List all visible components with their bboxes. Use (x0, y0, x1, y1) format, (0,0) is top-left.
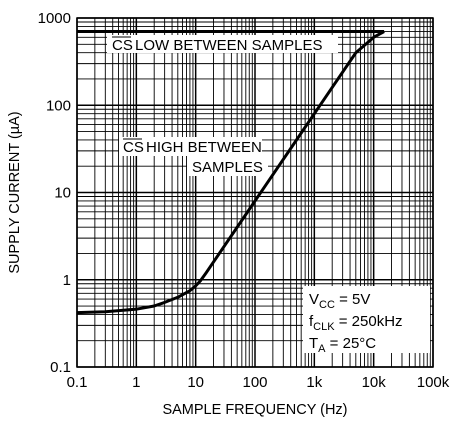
vcc-sub: CC (319, 299, 335, 311)
cs-low-cs-symbol: CS (112, 37, 133, 54)
cs-high-cs-symbol: CS (123, 139, 144, 156)
cs-low-annotation: CS LOW BETWEEN SAMPLES (107, 35, 338, 54)
fclk-rest: = 250kHz (335, 313, 403, 330)
cs-high-annotation: CS HIGH BETWEEN SAMPLES (119, 137, 268, 176)
y-tick-label: 1000 (38, 10, 71, 27)
y-tick-labels: 0.1 1 10 100 1000 (38, 10, 71, 376)
x-axis-label: SAMPLE FREQUENCY (Hz) (162, 402, 347, 418)
y-tick-label: 1 (63, 272, 71, 289)
series-line-cs-high (76, 30, 385, 315)
fclk-main: f (309, 313, 314, 330)
y-tick-label: 10 (54, 185, 71, 202)
cs-high-label-bg-2 (187, 156, 268, 176)
x-tick-label: 10k (362, 374, 387, 391)
cs-low-label-bg (107, 35, 338, 53)
vcc-rest: = 5V (335, 291, 370, 308)
x-tick-labels: 0.1 1 10 100 1k 10k 100k (67, 374, 450, 391)
ta-rest: = 25°C (326, 335, 377, 352)
ta-main: T (309, 335, 318, 352)
y-tick-label: 100 (46, 97, 71, 114)
fclk-sub: CLK (313, 321, 335, 333)
vcc-main: V (309, 291, 319, 308)
x-tick-label: 0.1 (67, 374, 88, 391)
condition-fclk: fCLK = 250kHz (309, 313, 403, 333)
x-tick-label: 100k (417, 374, 450, 391)
x-tick-label: 100 (242, 374, 267, 391)
cs-high-label-bg-1 (119, 137, 262, 156)
condition-ta: TA = 25°C (309, 335, 376, 355)
cs-low-label: LOW BETWEEN SAMPLES (135, 37, 323, 54)
ta-sub: A (318, 343, 326, 355)
x-tick-label: 1 (132, 374, 140, 391)
cs-high-label-line1: HIGH BETWEEN (146, 139, 262, 156)
y-axis-label: SUPPLY CURRENT (µA) (7, 111, 23, 273)
y-tick-label: 0.1 (50, 359, 71, 376)
x-tick-label: 1k (306, 374, 322, 391)
conditions-bg (303, 286, 430, 353)
plot-frame (76, 17, 434, 368)
condition-vcc: VCC = 5V (309, 291, 370, 311)
x-tick-label: 10 (187, 374, 204, 391)
test-conditions: VCC = 5V fCLK = 250kHz TA = 25°C (303, 286, 430, 355)
series-lines (76, 30, 385, 315)
cs-high-label-line2: SAMPLES (192, 159, 263, 176)
